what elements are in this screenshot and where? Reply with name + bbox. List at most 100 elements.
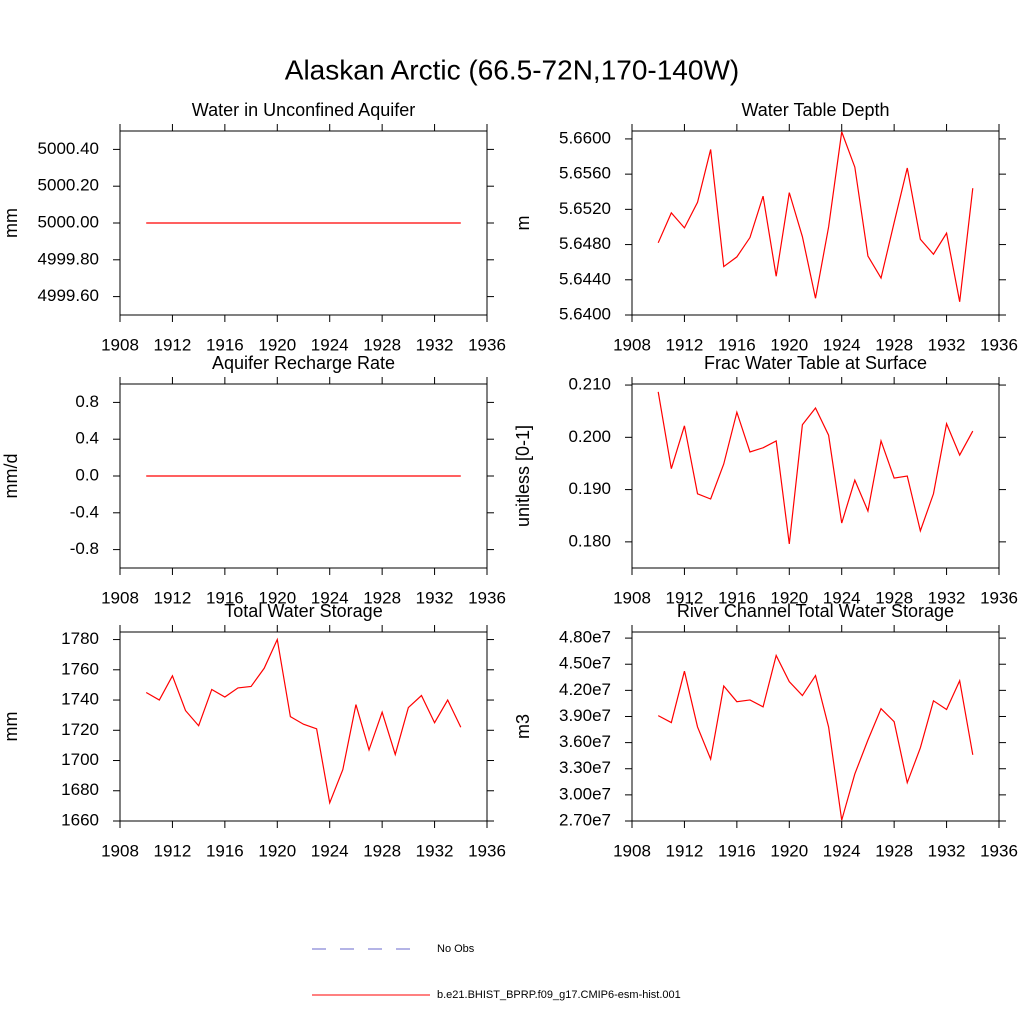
y-axis-label: m3: [513, 714, 533, 739]
x-tick-label: 1936: [980, 588, 1018, 607]
y-tick-label: 1660: [61, 810, 99, 829]
x-tick-label: 1912: [666, 841, 704, 860]
x-tick-label: 1908: [101, 841, 139, 860]
x-tick-label: 1928: [875, 588, 913, 607]
x-tick-label: 1916: [206, 841, 244, 860]
y-axis-label: mm: [1, 712, 21, 742]
y-tick-label: 4.50e7: [559, 654, 611, 673]
x-tick-label: 1916: [718, 335, 756, 354]
x-tick-label: 1920: [258, 841, 296, 860]
y-tick-label: 0.190: [568, 479, 611, 498]
x-tick-label: 1908: [101, 588, 139, 607]
y-tick-label: 5.6400: [559, 304, 611, 323]
x-tick-label: 1912: [666, 335, 704, 354]
x-tick-label: 1932: [928, 588, 966, 607]
data-line: [657, 653, 974, 821]
x-tick-label: 1912: [666, 588, 704, 607]
y-tick-label: -0.8: [70, 539, 99, 558]
y-tick-label: 3.00e7: [559, 784, 611, 803]
y-tick-label: 4.20e7: [559, 680, 611, 699]
figure-title: Alaskan Arctic (66.5-72N,170-140W): [285, 54, 739, 85]
y-tick-label: 0.180: [568, 531, 611, 550]
x-tick-label: 1920: [770, 335, 808, 354]
x-tick-label: 1916: [718, 588, 756, 607]
x-tick-label: 1932: [416, 335, 454, 354]
x-tick-label: 1916: [718, 841, 756, 860]
legend-label: No Obs: [437, 943, 475, 955]
x-tick-label: 1936: [980, 335, 1018, 354]
data-line: [657, 391, 974, 545]
y-tick-label: 0.210: [568, 375, 611, 394]
x-tick-label: 1936: [468, 335, 506, 354]
x-tick-label: 1920: [258, 335, 296, 354]
y-tick-label: 5.6440: [559, 269, 611, 288]
panel-title: Aquifer Recharge Rate: [212, 353, 395, 373]
x-tick-label: 1924: [823, 841, 861, 860]
x-tick-label: 1936: [468, 588, 506, 607]
y-tick-label: 5.6480: [559, 234, 611, 253]
y-tick-label: 1780: [61, 629, 99, 648]
x-tick-label: 1932: [416, 588, 454, 607]
x-tick-label: 1936: [980, 841, 1018, 860]
y-tick-label: 1760: [61, 659, 99, 678]
data-line: [145, 637, 462, 806]
y-tick-label: 1720: [61, 720, 99, 739]
y-tick-label: 5000.40: [38, 139, 99, 158]
x-tick-label: 1928: [363, 335, 401, 354]
y-tick-label: 1700: [61, 750, 99, 769]
panel-title: River Channel Total Water Storage: [677, 601, 954, 621]
x-tick-label: 1924: [311, 841, 349, 860]
x-tick-label: 1908: [613, 841, 651, 860]
y-tick-label: 5000.00: [38, 212, 99, 231]
x-tick-label: 1912: [154, 841, 192, 860]
x-tick-label: 1932: [928, 841, 966, 860]
panel-title: Water in Unconfined Aquifer: [192, 100, 415, 120]
x-tick-label: 1916: [206, 335, 244, 354]
x-tick-label: 1920: [770, 588, 808, 607]
x-tick-label: 1928: [363, 588, 401, 607]
y-axis-label: unitless [0-1]: [513, 425, 533, 527]
x-tick-label: 1924: [311, 588, 349, 607]
x-tick-label: 1908: [101, 335, 139, 354]
y-axis-label: mm/d: [1, 454, 21, 499]
plot-frame: [631, 631, 1000, 822]
y-tick-label: 3.30e7: [559, 758, 611, 777]
y-tick-label: 5.6560: [559, 164, 611, 183]
y-tick-label: 3.60e7: [559, 732, 611, 751]
y-axis-label: mm: [1, 208, 21, 238]
x-tick-label: 1912: [154, 588, 192, 607]
x-tick-label: 1924: [823, 335, 861, 354]
y-tick-label: 0.0: [75, 465, 99, 484]
y-tick-label: 0.200: [568, 427, 611, 446]
y-axis-label: m: [513, 216, 533, 231]
panel-title: Water Table Depth: [741, 100, 889, 120]
y-tick-label: 4999.80: [38, 249, 99, 268]
data-line: [657, 131, 974, 302]
x-tick-label: 1920: [770, 841, 808, 860]
x-tick-label: 1932: [416, 841, 454, 860]
y-tick-label: 1740: [61, 690, 99, 709]
y-tick-label: 5.6520: [559, 199, 611, 218]
x-tick-label: 1908: [613, 335, 651, 354]
x-tick-label: 1928: [363, 841, 401, 860]
panel-title: Frac Water Table at Surface: [704, 353, 927, 373]
y-tick-label: 1680: [61, 780, 99, 799]
plot-frame: [631, 383, 1000, 569]
y-tick-label: 4.80e7: [559, 628, 611, 647]
x-tick-label: 1928: [875, 335, 913, 354]
y-tick-label: 0.8: [75, 392, 99, 411]
y-tick-label: 5000.20: [38, 176, 99, 195]
y-tick-label: -0.4: [70, 502, 99, 521]
x-tick-label: 1924: [823, 588, 861, 607]
x-tick-label: 1924: [311, 335, 349, 354]
x-tick-label: 1920: [258, 588, 296, 607]
plot-frame: [631, 130, 1000, 316]
y-tick-label: 3.90e7: [559, 706, 611, 725]
panel-title: Total Water Storage: [224, 601, 382, 621]
legend-label: b.e21.BHIST_BPRP.f09_g17.CMIP6-esm-hist.…: [437, 989, 681, 1001]
y-tick-label: 2.70e7: [559, 810, 611, 829]
x-tick-label: 1912: [154, 335, 192, 354]
x-tick-label: 1908: [613, 588, 651, 607]
x-tick-label: 1932: [928, 335, 966, 354]
